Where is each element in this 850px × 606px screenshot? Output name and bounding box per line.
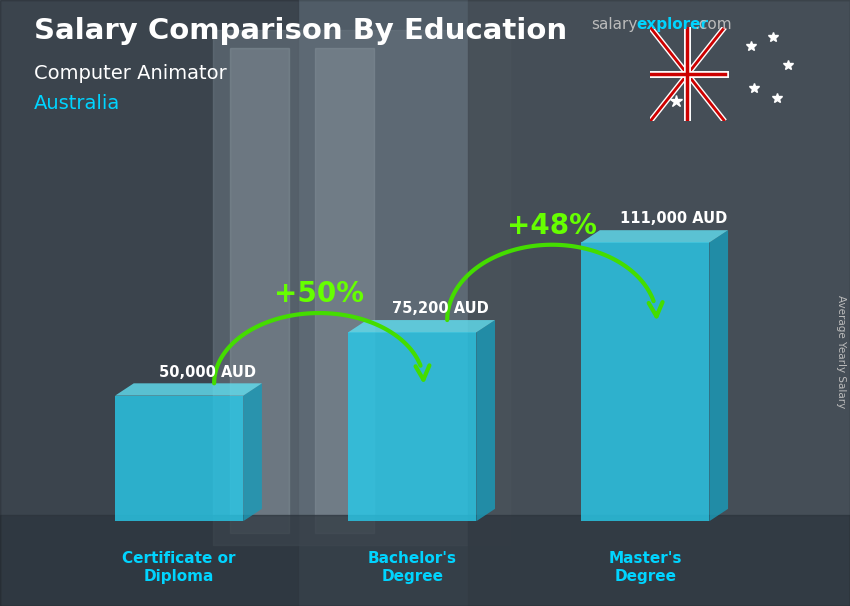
Text: Computer Animator: Computer Animator bbox=[34, 64, 227, 82]
Bar bbox=[468, 0, 850, 606]
Text: salary: salary bbox=[591, 17, 638, 32]
Bar bbox=[0, 515, 850, 606]
Text: explorer: explorer bbox=[637, 17, 709, 32]
Polygon shape bbox=[115, 384, 262, 396]
Text: Bachelor's
Degree: Bachelor's Degree bbox=[368, 551, 456, 584]
Polygon shape bbox=[243, 384, 262, 521]
Text: Salary Comparison By Education: Salary Comparison By Education bbox=[34, 17, 567, 45]
Bar bbox=[581, 242, 710, 521]
Text: .com: .com bbox=[694, 17, 732, 32]
Bar bbox=[230, 48, 289, 533]
Text: 50,000 AUD: 50,000 AUD bbox=[159, 365, 256, 379]
Text: 75,200 AUD: 75,200 AUD bbox=[392, 301, 489, 316]
Polygon shape bbox=[476, 320, 495, 521]
Bar bbox=[314, 48, 374, 533]
Text: +50%: +50% bbox=[274, 280, 364, 308]
Polygon shape bbox=[348, 320, 495, 332]
Text: Certificate or
Diploma: Certificate or Diploma bbox=[122, 551, 236, 584]
Text: 111,000 AUD: 111,000 AUD bbox=[620, 211, 727, 227]
Text: Average Yearly Salary: Average Yearly Salary bbox=[836, 295, 847, 408]
Polygon shape bbox=[710, 230, 728, 521]
Bar bbox=[212, 30, 510, 545]
Bar bbox=[0, 0, 298, 606]
Bar bbox=[115, 396, 243, 521]
Text: Australia: Australia bbox=[34, 94, 120, 113]
Polygon shape bbox=[581, 230, 728, 242]
Text: Master's
Degree: Master's Degree bbox=[609, 551, 682, 584]
Bar bbox=[348, 332, 476, 521]
Text: +48%: +48% bbox=[507, 211, 597, 240]
